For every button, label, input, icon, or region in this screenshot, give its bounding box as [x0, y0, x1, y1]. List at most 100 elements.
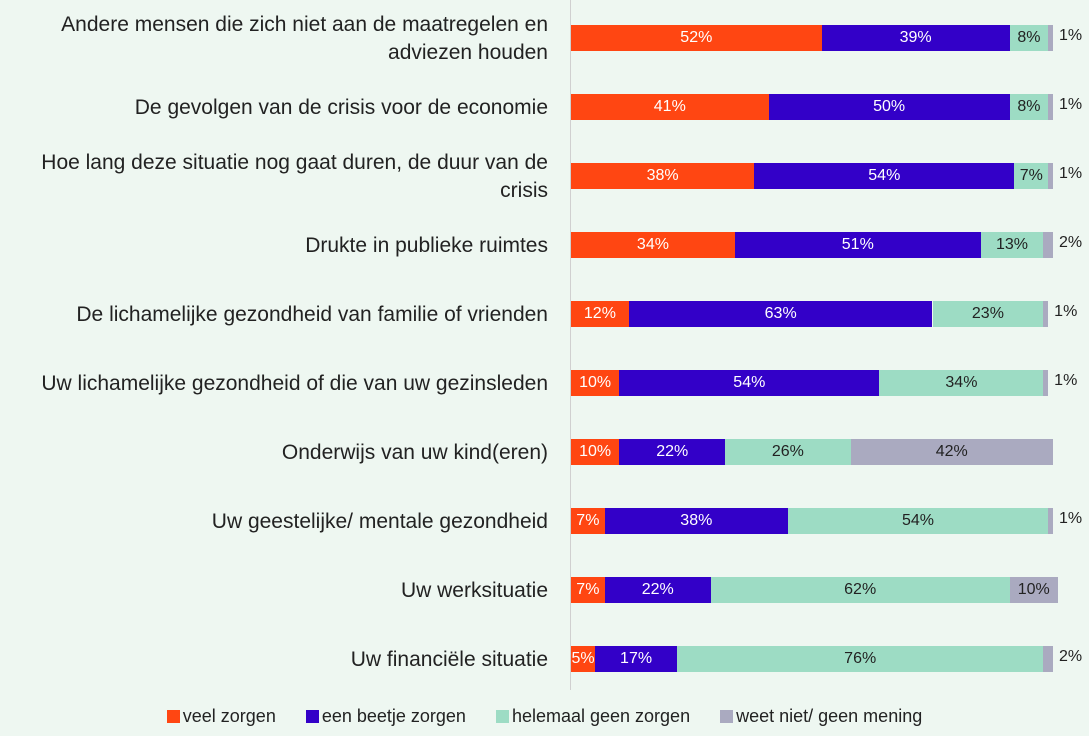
bar-segment: 63%	[628, 301, 933, 327]
data-label: 42%	[935, 443, 968, 460]
bar-segment: 8%	[1009, 94, 1049, 120]
bar-segment: 54%	[754, 163, 1015, 189]
data-label: 1%	[1059, 96, 1083, 113]
legend-item: veel zorgen	[166, 706, 276, 727]
category-label: Uw financiële situatie	[350, 647, 548, 671]
bar-segment	[1043, 370, 1049, 396]
category-label: Uw werksituatie	[400, 578, 548, 602]
bar-segment: 26%	[725, 439, 851, 465]
bar-segment: 17%	[595, 646, 678, 672]
data-label: 22%	[656, 443, 689, 460]
bar-segment	[1048, 94, 1053, 120]
axis-line	[570, 0, 571, 690]
data-label: 13%	[996, 236, 1029, 253]
bar-segment: 12%	[571, 301, 629, 327]
legend-item: helemaal geen zorgen	[495, 706, 691, 727]
bar-segment	[1048, 163, 1053, 189]
legend-label: weet niet/ geen mening	[736, 706, 923, 726]
bar-segment: 22%	[604, 577, 711, 603]
legend-swatch	[495, 710, 509, 723]
data-label: 7%	[1019, 167, 1043, 184]
data-label: 50%	[873, 98, 906, 115]
bar-segment	[1048, 25, 1053, 51]
bar-segment: 5%	[571, 646, 596, 672]
data-label: 76%	[844, 650, 877, 667]
data-label: 1%	[1054, 372, 1078, 389]
legend-swatch	[166, 710, 180, 723]
legend-item: een beetje zorgen	[305, 706, 466, 727]
bar-segment: 76%	[677, 646, 1044, 672]
data-label: 38%	[680, 512, 713, 529]
data-label: 22%	[641, 581, 674, 598]
data-label: 26%	[771, 443, 804, 460]
bar-segment	[1043, 301, 1049, 327]
bar-segment: 10%	[1009, 577, 1058, 603]
data-label: 1%	[1054, 303, 1078, 320]
data-label: 8%	[1017, 98, 1041, 115]
bar-segment: 22%	[619, 439, 726, 465]
bar-segment: 38%	[571, 163, 755, 189]
bar-segment: 51%	[734, 232, 981, 258]
data-label: 10%	[1017, 581, 1050, 598]
data-label: 10%	[579, 443, 612, 460]
bar-segment: 7%	[571, 508, 605, 534]
category-label: Uw geestelijke/ mentale gezondheid	[211, 509, 548, 533]
legend-swatch	[305, 710, 319, 723]
legend-item: weet niet/ geen mening	[720, 706, 922, 727]
data-label: 34%	[945, 374, 978, 391]
data-label: 10%	[579, 374, 612, 391]
bar-segment: 7%	[571, 577, 605, 603]
data-label: 54%	[902, 512, 935, 529]
data-label: 1%	[1059, 27, 1083, 44]
bar-segment: 62%	[710, 577, 1010, 603]
legend-label: helemaal geen zorgen	[511, 706, 691, 726]
data-label: 2%	[1059, 648, 1083, 665]
bar-segment: 10%	[571, 439, 620, 465]
bar-segment: 7%	[1014, 163, 1049, 189]
bar-segment: 42%	[850, 439, 1053, 465]
category-label: Onderwijs van uw kind(eren)	[281, 440, 548, 464]
data-label: 51%	[841, 236, 874, 253]
bar-segment: 38%	[604, 508, 788, 534]
category-label: De gevolgen van de crisis voor de econom…	[134, 95, 548, 119]
data-label: 23%	[971, 305, 1004, 322]
data-label: 1%	[1059, 165, 1083, 182]
data-label: 62%	[844, 581, 877, 598]
bar-segment: 34%	[571, 232, 735, 258]
legend-label: een beetje zorgen	[321, 706, 466, 726]
bar-segment: 54%	[619, 370, 880, 396]
category-label: Drukte in publieke ruimtes	[305, 233, 548, 257]
legend: veel zorgen een beetje zorgen helemaal gee…	[0, 706, 1089, 727]
data-label: 39%	[899, 29, 932, 46]
data-label: 2%	[1059, 234, 1083, 251]
category-label: Andere mensen die zich niet aan de maatr…	[61, 12, 548, 64]
data-label: 12%	[583, 305, 616, 322]
bar-segment: 52%	[571, 25, 822, 51]
category-label: De lichamelijke gezondheid van familie o…	[76, 302, 548, 326]
data-label: 54%	[868, 167, 901, 184]
data-label: 7%	[576, 581, 600, 598]
bar-segment: 54%	[787, 508, 1049, 534]
bar-segment	[1043, 232, 1053, 258]
bar-segment: 39%	[821, 25, 1010, 51]
data-label: 38%	[646, 167, 679, 184]
data-label: 54%	[733, 374, 766, 391]
data-label: 8%	[1017, 29, 1041, 46]
bar-segment: 10%	[571, 370, 620, 396]
data-label: 41%	[653, 98, 686, 115]
data-label: 5%	[571, 650, 595, 667]
bar-segment: 41%	[571, 94, 769, 120]
data-label: 34%	[636, 236, 669, 253]
category-label: Hoe lang deze situatie nog gaat duren, d…	[41, 150, 548, 202]
bar-segment	[1048, 508, 1053, 534]
legend-label: veel zorgen	[182, 706, 276, 726]
data-label: 7%	[576, 512, 600, 529]
category-label: Uw lichamelijke gezondheid of die van uw…	[41, 371, 548, 395]
data-label: 1%	[1059, 510, 1083, 527]
bar-segment: 23%	[932, 301, 1044, 327]
bar-segment: 8%	[1009, 25, 1049, 51]
bar-segment: 13%	[980, 232, 1044, 258]
data-label: 17%	[620, 650, 653, 667]
data-label: 63%	[764, 305, 797, 322]
